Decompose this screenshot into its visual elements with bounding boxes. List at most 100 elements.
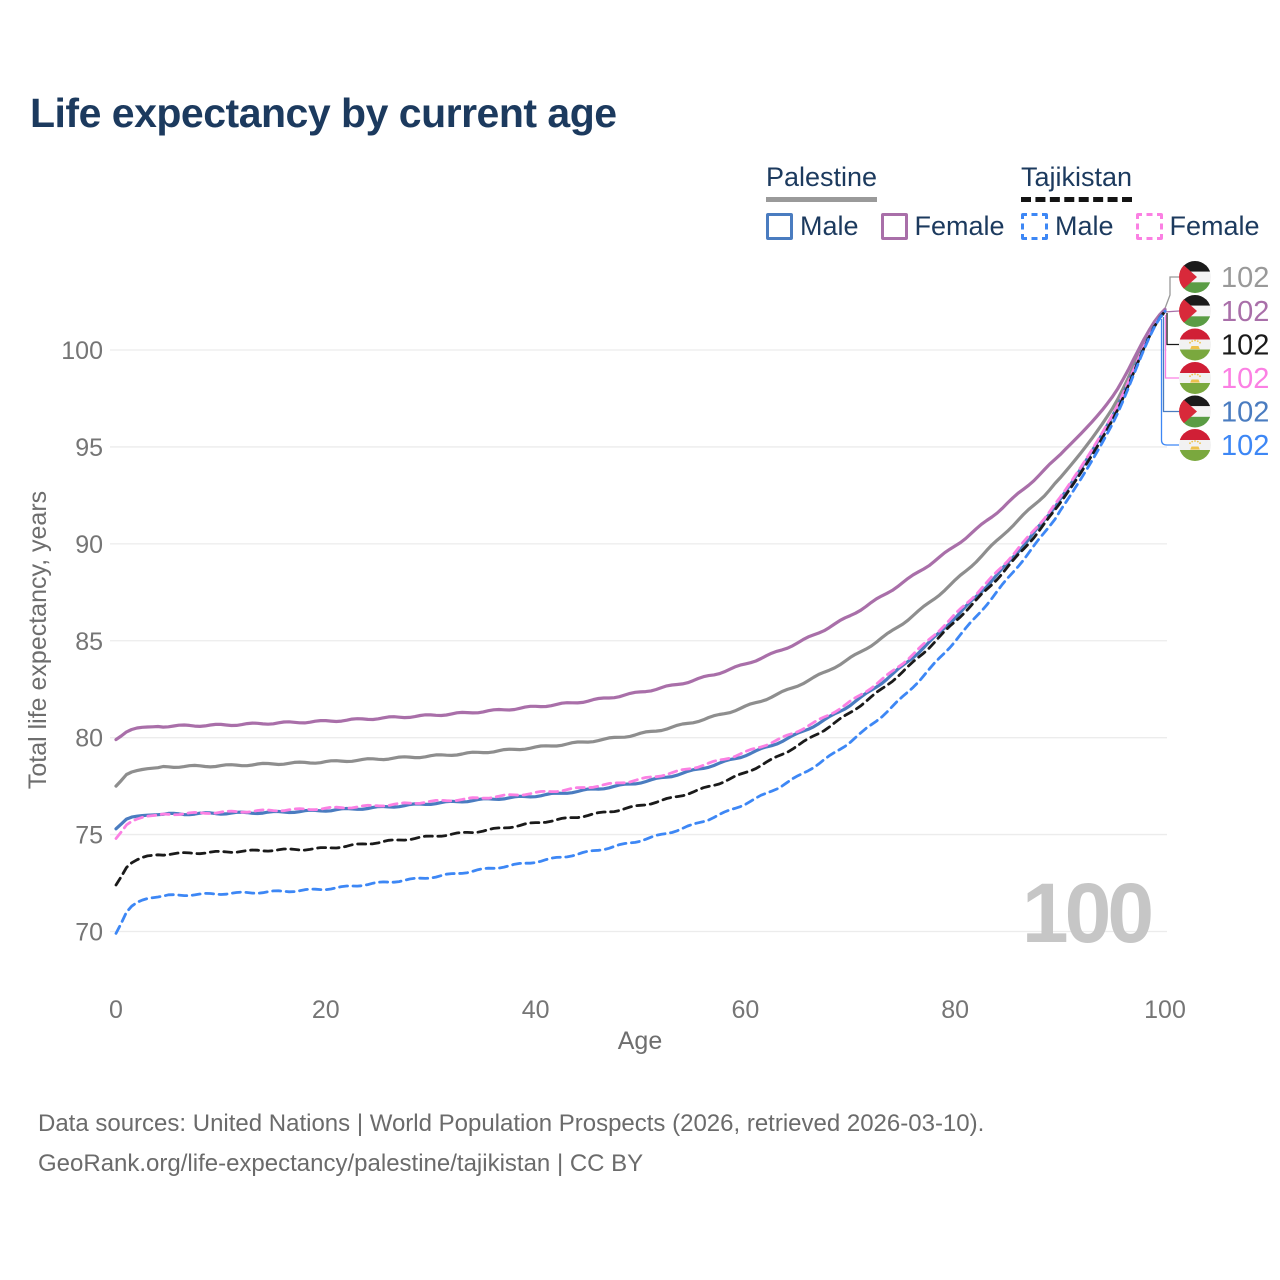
end-value-palestine-both-sexes: 102 xyxy=(1221,262,1269,294)
palestine-male-swatch-icon xyxy=(766,213,793,240)
x-tick-0: 0 xyxy=(109,996,123,1024)
palestine-flag-icon xyxy=(1179,395,1211,428)
flag-stripe xyxy=(1179,328,1211,340)
tajikistan-flag-icon xyxy=(1179,328,1211,361)
flag-star xyxy=(1196,340,1199,342)
y-tick-85: 85 xyxy=(75,628,103,656)
data-series xyxy=(114,307,1167,935)
flag-star xyxy=(1196,373,1199,376)
series-line-palestine-male[interactable] xyxy=(114,309,1167,831)
y-axis-title: Total life expectancy, years xyxy=(24,491,52,789)
flag-stripe xyxy=(1179,349,1211,361)
age-watermark: 100 xyxy=(1022,866,1155,960)
flag-stripe xyxy=(1179,440,1211,450)
x-axis-title: Age xyxy=(618,1027,662,1055)
palestine-female-swatch-icon xyxy=(880,213,908,240)
flag-star xyxy=(1191,440,1194,443)
x-tick-40: 40 xyxy=(522,996,550,1024)
x-tick-60: 60 xyxy=(731,996,759,1024)
flag-stripe xyxy=(1179,261,1211,272)
flag-stripe xyxy=(1179,362,1211,373)
end-value-palestine-female: 102 xyxy=(1221,296,1269,328)
gridlines xyxy=(110,349,1167,933)
tajikistan-female-swatch-icon xyxy=(1135,213,1163,240)
legend-label: Female xyxy=(1169,211,1260,241)
connector-tajikistan-male xyxy=(1160,319,1179,446)
y-tick-90: 90 xyxy=(75,531,103,559)
legend-group-palestine: Palestine Male Female xyxy=(766,162,1005,242)
y-tick-100: 100 xyxy=(61,337,103,365)
series-line-tajikistan-both-sexes[interactable] xyxy=(114,309,1167,887)
tajikistan-flag-icon xyxy=(1179,429,1211,461)
y-tick-80: 80 xyxy=(75,725,103,753)
flag-star xyxy=(1196,440,1199,443)
flag-star xyxy=(1194,440,1196,442)
flag-star xyxy=(1189,442,1191,445)
connector-tajikistan-female xyxy=(1164,315,1179,379)
flag-star xyxy=(1191,373,1194,376)
flag-stripe xyxy=(1179,395,1211,407)
flag-star xyxy=(1189,341,1191,344)
legend-item-tajikistan-male[interactable]: Male xyxy=(1021,211,1114,242)
axes: 70 75 80 85 90 95 100 0 20 40 60 80 100 Age Total life… xyxy=(24,337,1186,1055)
series-line-tajikistan-female[interactable] xyxy=(114,309,1167,840)
end-value-tajikistan-male: 102 xyxy=(1221,430,1269,462)
connector-palestine-both-sexes xyxy=(1163,276,1179,312)
tajikistan-flag-icon xyxy=(1179,362,1211,394)
flag-stripe xyxy=(1179,429,1211,440)
y-tick-70: 70 xyxy=(75,919,103,947)
connector-palestine-male xyxy=(1162,317,1179,413)
flag-star xyxy=(1189,375,1191,378)
end-value-tajikistan-both-sexes: 102 xyxy=(1221,330,1269,362)
flag-stripe xyxy=(1179,282,1211,293)
x-tick-100: 100 xyxy=(1144,996,1186,1024)
flag-triangle xyxy=(1179,295,1197,327)
series-line-palestine-both-sexes[interactable] xyxy=(114,308,1167,788)
x-tick-80: 80 xyxy=(941,996,969,1024)
end-label-connectors xyxy=(1160,276,1180,446)
series-line-palestine-female[interactable] xyxy=(114,307,1167,742)
watermark-age-value: 100 xyxy=(1022,866,1151,960)
flag-crown xyxy=(1190,379,1200,383)
legend-items-tajikistan: Male Female xyxy=(1021,211,1260,242)
flag-stripe xyxy=(1179,295,1211,306)
y-tick-75: 75 xyxy=(75,822,103,850)
series-line-tajikistan-male[interactable] xyxy=(114,309,1167,935)
y-tick-95: 95 xyxy=(75,434,103,462)
palestine-flag-icon xyxy=(1179,261,1211,293)
flag-star xyxy=(1191,340,1194,342)
flag-triangle xyxy=(1179,261,1197,293)
flag-star xyxy=(1199,442,1201,445)
flag-stripe xyxy=(1179,339,1211,350)
footer: Data sources: United Nations | World Pop… xyxy=(38,1104,984,1184)
flag-crown xyxy=(1190,446,1200,450)
x-tick-20: 20 xyxy=(312,996,340,1024)
flag-star xyxy=(1194,339,1196,342)
flag-triangle xyxy=(1179,395,1197,428)
legend-item-palestine-female[interactable]: Female xyxy=(880,211,1005,242)
footer-data-sources: Data sources: United Nations | World Pop… xyxy=(38,1110,985,1137)
legend-label: Male xyxy=(1055,211,1114,241)
legend-item-tajikistan-female[interactable]: Female xyxy=(1135,211,1260,242)
tajikistan-male-swatch-icon xyxy=(1021,213,1048,240)
legend-item-palestine-male[interactable]: Male xyxy=(766,211,859,242)
palestine-flag-icon xyxy=(1179,295,1211,327)
end-value-tajikistan-female: 102 xyxy=(1221,363,1269,395)
flag-stripe xyxy=(1179,316,1211,327)
flag-stripe xyxy=(1179,383,1211,394)
flag-stripe xyxy=(1179,450,1211,461)
legend-title-tajikistan[interactable]: Tajikistan xyxy=(1021,162,1133,202)
legend-items-palestine: Male Female xyxy=(766,211,1005,242)
flag-stripe xyxy=(1179,416,1211,428)
flag-star xyxy=(1194,373,1196,375)
flag-star xyxy=(1199,341,1201,344)
legend-label: Female xyxy=(914,211,1005,241)
legend-title-palestine[interactable]: Palestine xyxy=(766,162,878,202)
flag-crown xyxy=(1190,346,1200,350)
flag-stripe xyxy=(1179,373,1211,383)
connector-tajikistan-both-sexes xyxy=(1166,313,1179,346)
footer-attribution[interactable]: GeoRank.org/life-expectancy/palestine/ta… xyxy=(38,1150,644,1177)
page-title: Life expectancy by current age xyxy=(30,90,617,136)
